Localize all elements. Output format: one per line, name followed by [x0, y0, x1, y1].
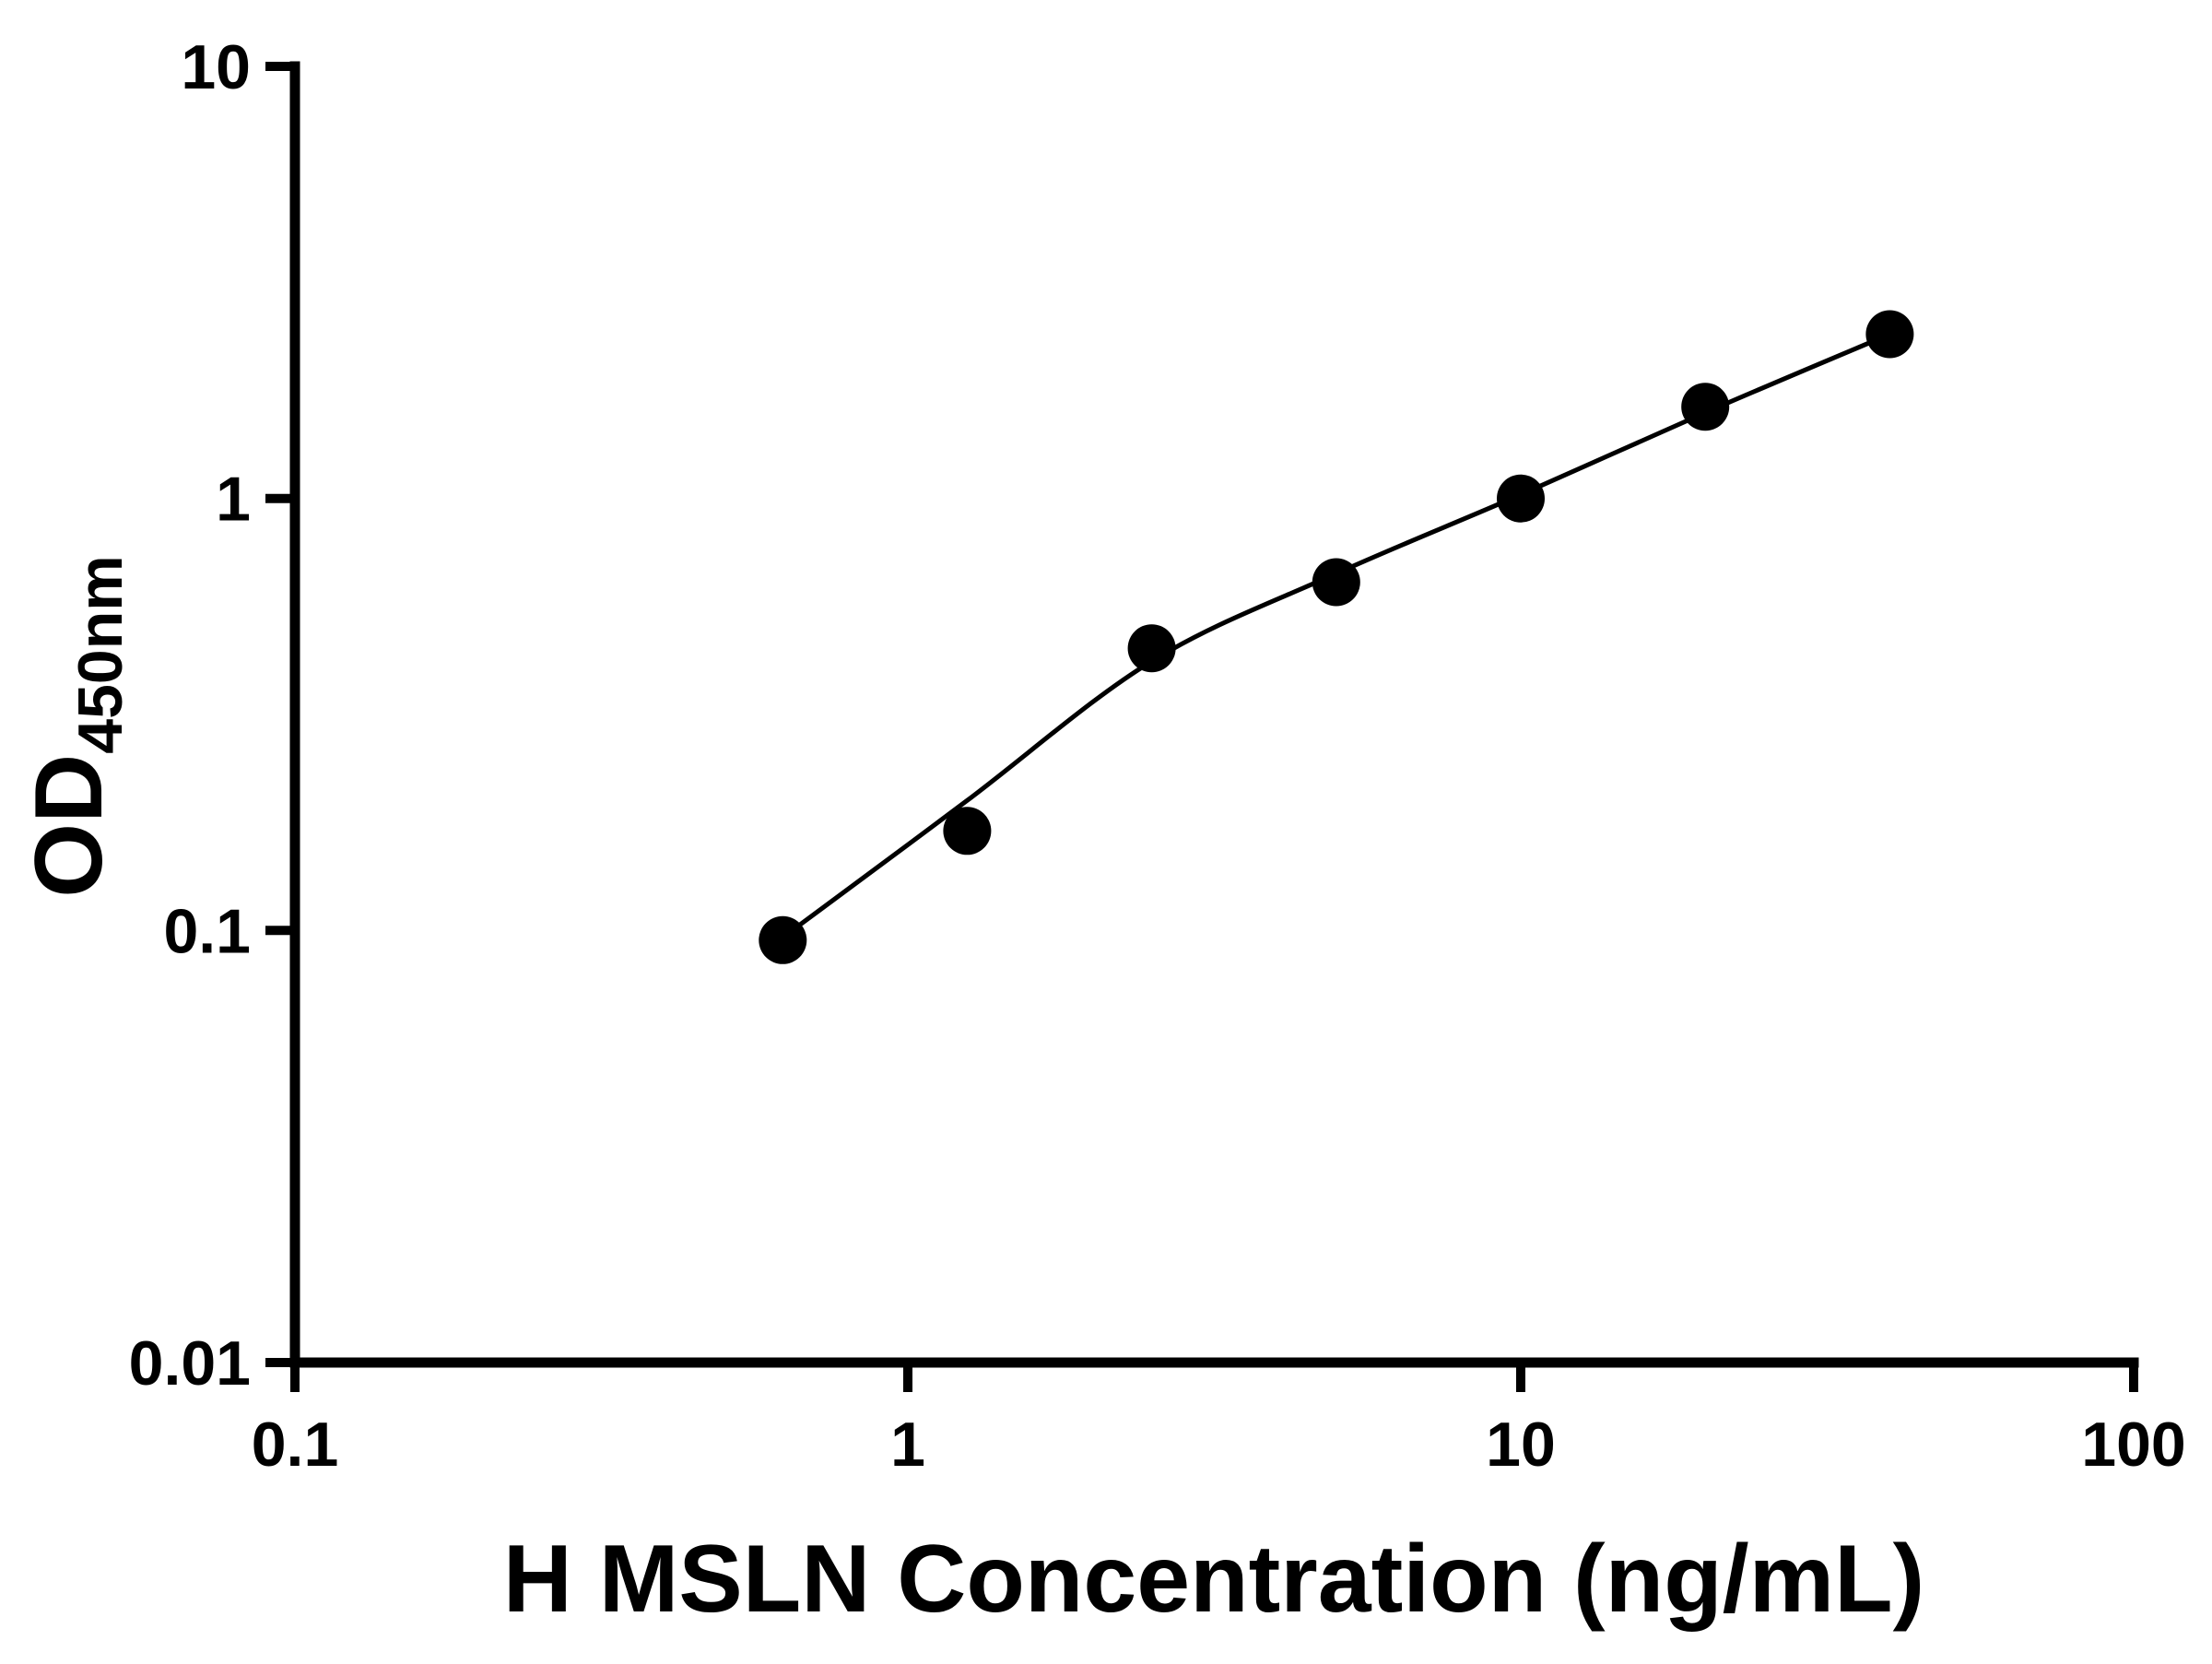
data-point [1497, 474, 1545, 523]
data-point [1865, 310, 1914, 359]
y-tick-label: 10 [181, 32, 251, 102]
x-tick-label: 100 [2081, 1410, 2185, 1480]
data-point [1127, 624, 1176, 673]
y-tick-label: 1 [216, 465, 251, 535]
data-point [943, 807, 992, 856]
y-axis-title-main: OD [16, 754, 123, 898]
data-point [1681, 383, 1730, 431]
axis-spine [289, 61, 2139, 1368]
x-tick-label: 1 [890, 1410, 925, 1480]
data-point [759, 915, 807, 964]
data-point [1312, 558, 1360, 607]
x-tick-label: 0.1 [252, 1410, 339, 1480]
y-tick-label: 0.01 [129, 1328, 251, 1398]
y-axis-title: OD450nm [16, 555, 135, 897]
x-tick-label: 10 [1486, 1410, 1556, 1480]
y-axis-title-subscript: 450nm [65, 555, 135, 753]
series-layer [759, 310, 1914, 964]
x-axis-title: H MSLN Concentration (ng/mL) [503, 1526, 1925, 1633]
y-tick-label: 0.1 [163, 896, 251, 966]
